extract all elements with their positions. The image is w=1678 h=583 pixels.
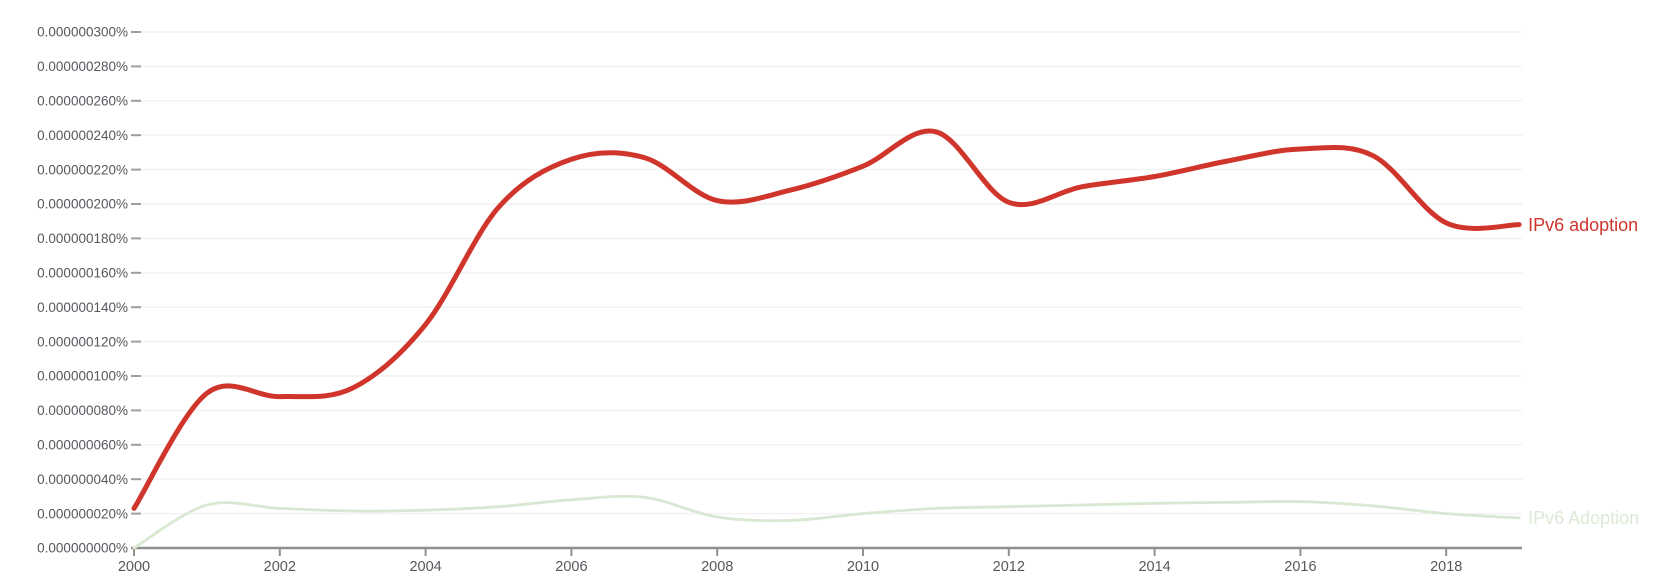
series-line-ipv6-adoption-capitalized[interactable]: [132, 494, 1521, 550]
x-axis-tick-label: 2000: [118, 559, 150, 575]
x-axis-tick-label: 2010: [847, 559, 879, 575]
y-axis-tick-label: 0.000000260%: [37, 94, 128, 109]
x-axis-tick-label: 2002: [264, 559, 296, 575]
y-axis-tick-label: 0.000000120%: [37, 334, 128, 349]
y-axis-tick-label: 0.000000160%: [37, 266, 128, 281]
y-axis-tick-label: 0.000000300%: [37, 25, 128, 40]
x-axis-tick-label: 2004: [409, 559, 441, 575]
series-label-ipv6-adoption-lowercase[interactable]: IPv6 adoption: [1528, 214, 1639, 235]
x-axis-tick-label: 2012: [993, 559, 1025, 575]
y-axis-tick-label: 0.000000280%: [37, 59, 128, 74]
y-axis-tick-label: 0.000000140%: [37, 300, 128, 315]
series-label-ipv6-adoption-capitalized[interactable]: IPv6 Adoption: [1528, 507, 1640, 528]
y-axis-tick-label: 0.000000240%: [37, 128, 128, 143]
y-axis-tick-label: 0.000000000%: [37, 541, 128, 556]
y-axis-tick-label: 0.000000040%: [37, 472, 128, 487]
y-axis-tick-label: 0.000000080%: [37, 403, 128, 418]
y-axis-tick-label: 0.000000180%: [37, 231, 128, 246]
y-axis-tick-label: 0.000000200%: [37, 197, 128, 212]
y-axis-tick-label: 0.000000220%: [37, 162, 128, 177]
x-axis-tick-label: 2016: [1284, 559, 1316, 575]
y-axis-tick-label: 0.000000060%: [37, 438, 128, 453]
x-axis-tick-label: 2006: [555, 559, 587, 575]
y-axis-tick-label: 0.000000020%: [37, 506, 128, 521]
series-line-ipv6-adoption-lowercase[interactable]: [131, 128, 1522, 511]
x-axis-tick-label: 2014: [1138, 559, 1170, 575]
x-axis-tick-label: 2008: [701, 559, 733, 575]
y-axis-tick-label: 0.000000100%: [37, 369, 128, 384]
x-axis-tick-label: 2018: [1430, 559, 1462, 575]
